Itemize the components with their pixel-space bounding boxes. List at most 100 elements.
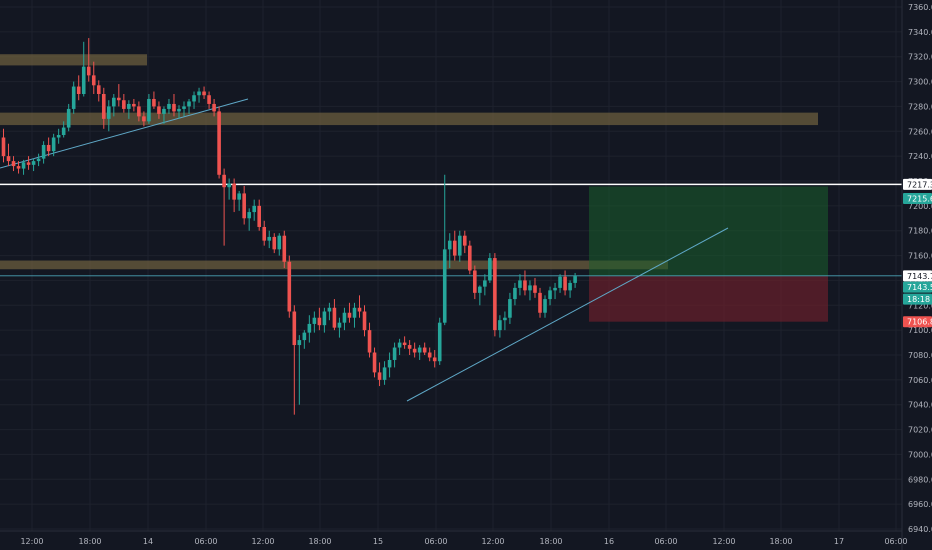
time-tick-label[interactable]: 18:00 xyxy=(539,537,562,546)
candle-body xyxy=(558,276,562,288)
candle-body xyxy=(523,280,527,291)
trendlines-layer[interactable] xyxy=(0,98,729,402)
candle-body xyxy=(397,342,402,348)
price-tick-label: 7180.0 xyxy=(908,227,932,236)
candle-body xyxy=(142,116,146,122)
candle-body xyxy=(91,75,96,86)
time-tick-label[interactable]: 18:00 xyxy=(308,537,331,546)
time-tick-label[interactable]: 18:00 xyxy=(769,537,792,546)
candle-body xyxy=(86,66,91,76)
candle-body xyxy=(508,299,512,318)
time-tick-label[interactable]: 06:00 xyxy=(424,537,447,546)
candle-body xyxy=(362,311,367,331)
trendline[interactable] xyxy=(406,227,729,402)
candle-body xyxy=(182,106,186,109)
time-tick-label[interactable]: 06:00 xyxy=(194,537,217,546)
time-tick-label[interactable]: 16 xyxy=(604,537,614,546)
candle-body xyxy=(41,144,46,159)
price-badge-label: 18:18 xyxy=(907,295,930,304)
profit-zone[interactable] xyxy=(589,186,828,277)
time-tick-label[interactable]: 14 xyxy=(143,537,153,546)
price-badges: 7217.3 7215.6 7143.7 7143.5 18:18 7106.8 xyxy=(903,178,932,328)
horizontal-lines-layer[interactable] xyxy=(0,183,902,277)
candle-body xyxy=(337,322,342,328)
candle-body xyxy=(237,193,241,200)
price-badge-countdown xyxy=(903,293,932,305)
candle-body xyxy=(242,193,246,219)
candle-body xyxy=(36,158,41,162)
candle-body xyxy=(61,127,66,136)
price-badge-line xyxy=(903,270,932,282)
candle-body xyxy=(257,205,262,227)
time-tick-label[interactable]: 15 xyxy=(373,537,383,546)
price-tick-label: 7040.0 xyxy=(908,401,932,410)
candle-body xyxy=(46,144,51,152)
price-badge-stop xyxy=(903,316,932,328)
candle-body xyxy=(16,166,21,169)
price-badge-label: 7215.6 xyxy=(907,194,932,203)
price-tick-label: 7340.0 xyxy=(908,28,932,37)
candle-body xyxy=(106,106,111,119)
candle-body xyxy=(192,95,196,102)
time-tick-label[interactable]: 17 xyxy=(834,537,844,546)
candle-body xyxy=(412,348,417,353)
candle-body xyxy=(112,97,116,107)
time-tick-label[interactable]: 12:00 xyxy=(481,537,504,546)
candle-body xyxy=(347,312,352,318)
loss-zone[interactable] xyxy=(589,276,828,322)
candle-body xyxy=(402,342,407,346)
time-tick-label[interactable]: 12:00 xyxy=(251,537,274,546)
price-tick-label: 7060.0 xyxy=(908,376,932,385)
price-tick-label: 6960.0 xyxy=(908,500,932,509)
candle-body xyxy=(422,347,427,353)
price-tick-label: 7320.0 xyxy=(908,53,932,62)
price-tick-label: 7100.0 xyxy=(908,326,932,335)
candle-body xyxy=(217,111,221,175)
candles-layer xyxy=(1,38,577,415)
time-tick-label[interactable]: 06:00 xyxy=(884,537,907,546)
candle-body xyxy=(437,322,442,362)
candle-body xyxy=(282,235,287,262)
candle-body xyxy=(367,330,372,353)
price-badge-label: 7217.3 xyxy=(907,180,932,189)
time-tick-label[interactable]: 06:00 xyxy=(654,537,677,546)
candle-body xyxy=(272,236,277,250)
time-axis-ticks[interactable]: 12:00 18:00 14 06:00 12:00 18:00 15 06:00 12:00 1… xyxy=(20,537,907,546)
candle-body xyxy=(392,347,397,360)
price-badge-line xyxy=(903,178,932,190)
resistance-zone-top[interactable] xyxy=(0,54,147,66)
price-tick-label: 7200.0 xyxy=(908,202,932,211)
time-tick-label[interactable]: 12:00 xyxy=(20,537,43,546)
candle-body xyxy=(498,320,502,331)
resistance-zone-mid[interactable] xyxy=(0,112,818,126)
candle-body xyxy=(232,183,236,200)
candle-body xyxy=(468,245,472,271)
time-tick-label[interactable]: 18:00 xyxy=(78,537,101,546)
candle-body xyxy=(267,236,272,241)
candle-body xyxy=(76,86,81,94)
candle-body xyxy=(26,162,31,165)
candle-body xyxy=(478,286,482,293)
time-tick-label[interactable]: 12:00 xyxy=(712,537,735,546)
candle-body xyxy=(447,240,452,250)
candle-body xyxy=(307,323,312,333)
price-badge-label: 7143.5 xyxy=(907,283,932,292)
candle-body xyxy=(137,106,141,117)
candle-body xyxy=(382,367,387,380)
trendline[interactable] xyxy=(0,98,249,169)
support-zone[interactable] xyxy=(0,260,668,270)
candle-body xyxy=(483,280,487,287)
candle-body xyxy=(147,98,151,122)
candle-body xyxy=(372,352,377,373)
candle-body xyxy=(332,307,337,328)
long-position-tool[interactable] xyxy=(589,186,828,322)
candle-body xyxy=(493,258,497,331)
price-tick-label: 7160.0 xyxy=(908,252,932,261)
candle-body xyxy=(152,98,156,107)
candle-body xyxy=(457,235,462,256)
price-tick-label: 6940.0 xyxy=(908,525,932,534)
candle-body xyxy=(122,100,126,109)
candle-body xyxy=(312,317,317,324)
candle-body xyxy=(292,311,297,346)
